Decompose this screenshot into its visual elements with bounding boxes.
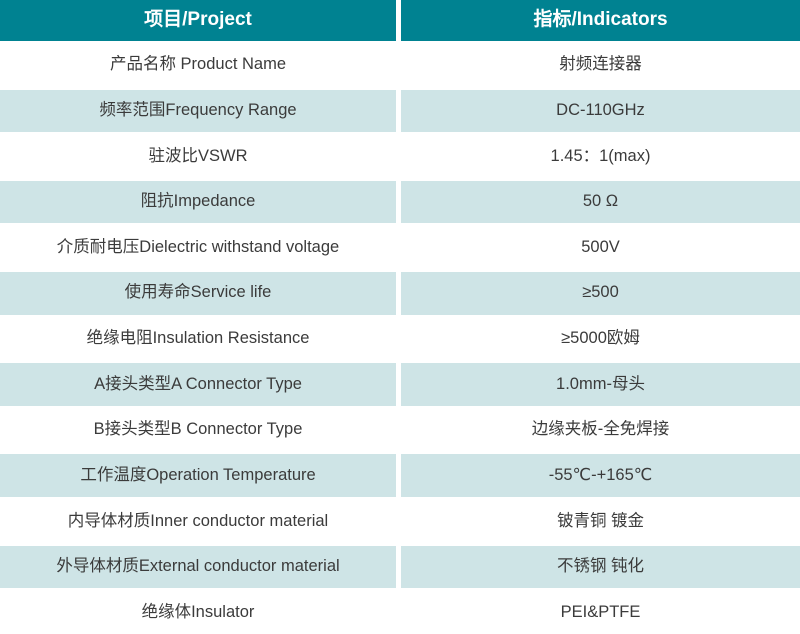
indicator-cell: 500V (396, 226, 800, 270)
indicator-cell: 不锈钢 钝化 (396, 545, 800, 589)
project-cell: B接头类型B Connector Type (0, 408, 396, 452)
table-row: 阻抗Impedance 50 Ω (0, 180, 800, 227)
table-row: B接头类型B Connector Type 边缘夹板-全免焊接 (0, 408, 800, 455)
project-cell: 绝缘电阻Insulation Resistance (0, 317, 396, 361)
project-cell: 使用寿命Service life (0, 272, 396, 315)
project-cell: 频率范围Frequency Range (0, 89, 396, 133)
indicator-cell: ≥500 (396, 272, 800, 315)
table-row: 介质耐电压Dielectric withstand voltage 500V (0, 226, 800, 273)
indicator-cell: 边缘夹板-全免焊接 (396, 408, 800, 452)
project-cell: 驻波比VSWR (0, 135, 396, 178)
project-cell: 绝缘体Insulator (0, 591, 396, 634)
indicator-cell: 1.45：1(max) (396, 135, 800, 178)
project-cell: 介质耐电压Dielectric withstand voltage (0, 226, 396, 270)
table-row: 工作温度Operation Temperature -55℃-+165℃ (0, 454, 800, 501)
table-row: 绝缘体Insulator PEI&PTFE (0, 591, 800, 634)
table-row: 驻波比VSWR 1.45：1(max) (0, 135, 800, 181)
indicator-cell: DC-110GHz (396, 89, 800, 133)
table-header-row: 项目/Project 指标/Indicators (0, 0, 800, 44)
table-row: 内导体材质Inner conductor material 铍青铜 镀金 (0, 500, 800, 546)
table-row: 使用寿命Service life ≥500 (0, 272, 800, 318)
project-cell: A接头类型A Connector Type (0, 363, 396, 406)
table-row: 产品名称 Product Name 射频连接器 (0, 44, 800, 90)
indicator-cell: ≥5000欧姆 (396, 317, 800, 361)
indicator-cell: 50 Ω (396, 180, 800, 224)
indicator-cell: 铍青铜 镀金 (396, 500, 800, 543)
indicator-cell: 射频连接器 (396, 44, 800, 87)
indicator-cell: -55℃-+165℃ (396, 454, 800, 498)
project-cell: 工作温度Operation Temperature (0, 454, 396, 498)
project-cell: 外导体材质External conductor material (0, 545, 396, 589)
table-row: 绝缘电阻Insulation Resistance ≥5000欧姆 (0, 317, 800, 364)
header-indicators: 指标/Indicators (396, 0, 800, 41)
indicator-cell: 1.0mm-母头 (396, 363, 800, 406)
table-row: 频率范围Frequency Range DC-110GHz (0, 89, 800, 136)
header-project: 项目/Project (0, 0, 396, 41)
project-cell: 产品名称 Product Name (0, 44, 396, 87)
project-cell: 阻抗Impedance (0, 180, 396, 224)
table-row: 外导体材质External conductor material 不锈钢 钝化 (0, 545, 800, 592)
project-cell: 内导体材质Inner conductor material (0, 500, 396, 543)
table-row: A接头类型A Connector Type 1.0mm-母头 (0, 363, 800, 409)
indicator-cell: PEI&PTFE (396, 591, 800, 634)
